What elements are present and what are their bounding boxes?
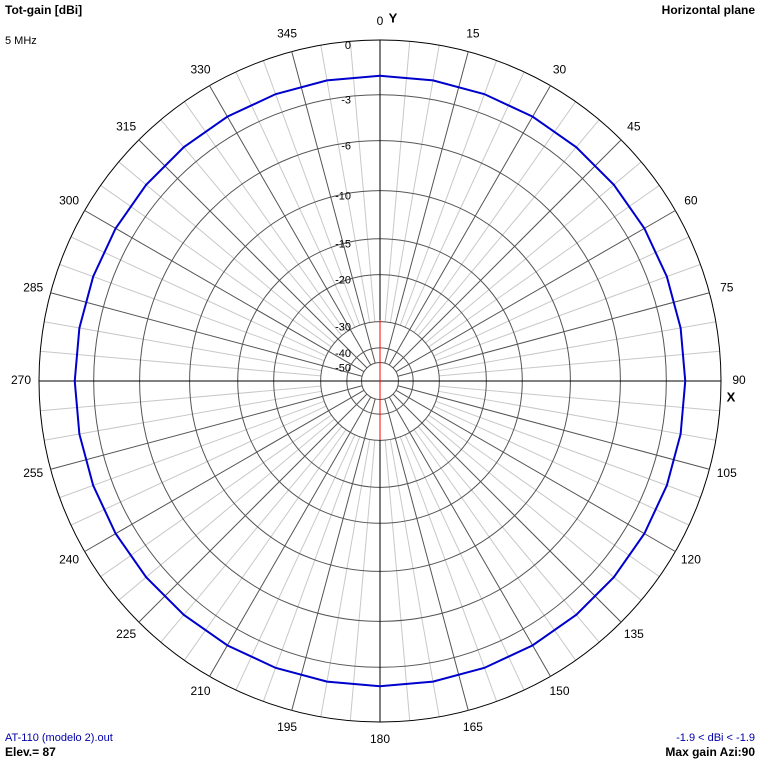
spoke	[291, 398, 376, 711]
spoke	[397, 385, 710, 470]
spoke	[384, 51, 469, 364]
elevation-label: Elev.= 87	[5, 745, 56, 759]
angle-tick-label: 75	[720, 280, 734, 294]
plane-label: Horizontal plane	[662, 3, 756, 17]
r-tick-label: -20	[335, 275, 351, 287]
angle-tick-label: 240	[59, 553, 79, 567]
spoke	[388, 396, 551, 677]
pattern-line	[73, 74, 687, 688]
angle-tick-label: 195	[277, 720, 297, 734]
spoke	[138, 139, 368, 369]
minor-spoke	[433, 236, 690, 357]
r-tick-label: 0	[345, 40, 351, 52]
spoke	[50, 292, 363, 377]
angle-tick-label: 180	[370, 732, 390, 746]
angle-tick-label: 285	[23, 280, 43, 294]
angle-tick-label: 15	[466, 26, 480, 40]
angle-tick-label: 105	[717, 466, 737, 480]
frequency-label: 5 MHz	[5, 35, 37, 47]
angle-tick-label: 150	[549, 684, 569, 698]
spoke	[138, 393, 368, 623]
minor-spoke	[435, 400, 701, 499]
minor-spoke	[417, 119, 600, 336]
spoke	[397, 292, 710, 377]
spoke	[209, 85, 372, 366]
angle-tick-label: 210	[190, 684, 210, 698]
minor-spoke	[160, 426, 343, 643]
r-tick-label: -15	[335, 239, 351, 251]
r-tick-label: -6	[341, 141, 351, 153]
spoke	[291, 51, 376, 364]
minor-spoke	[417, 426, 600, 643]
angle-tick-label: 255	[23, 466, 43, 480]
spoke	[388, 85, 551, 366]
y-axis-label: Y	[389, 10, 398, 25]
minor-spoke	[118, 418, 335, 601]
angle-tick-label: 0	[377, 14, 384, 28]
minor-spoke	[235, 434, 356, 691]
angle-tick-label: 120	[681, 553, 701, 567]
minor-spoke	[70, 405, 327, 526]
r-tick-label: -3	[341, 95, 351, 107]
minor-spoke	[59, 263, 325, 362]
r-tick-label: -30	[335, 322, 351, 334]
spoke	[384, 398, 469, 711]
minor-spoke	[404, 434, 525, 691]
spoke	[50, 385, 363, 470]
r-tick-label: -10	[335, 190, 351, 202]
angle-tick-label: 90	[732, 373, 746, 387]
file-label: AT-110 (modelo 2).out	[5, 732, 113, 744]
minor-spoke	[435, 263, 701, 362]
chart-title: Tot-gain [dBi]	[5, 3, 82, 17]
angle-tick-label: 270	[11, 373, 31, 387]
minor-spoke	[425, 418, 642, 601]
x-axis-label: X	[727, 389, 736, 404]
r-tick-label: -50	[335, 362, 351, 374]
minor-spoke	[70, 236, 327, 357]
minor-spoke	[262, 436, 361, 702]
minor-spoke	[59, 400, 325, 499]
angle-tick-label: 30	[553, 62, 567, 76]
range-label: -1.9 < dBi < -1.9	[676, 732, 755, 744]
minor-spoke	[399, 436, 498, 702]
angle-tick-label: 300	[59, 194, 79, 208]
minor-spoke	[433, 405, 690, 526]
minor-spoke	[425, 161, 642, 344]
angle-tick-label: 135	[624, 627, 644, 641]
max-gain-label: Max gain Azi:90	[665, 745, 755, 759]
angle-tick-label: 330	[190, 62, 210, 76]
minor-spoke	[404, 71, 525, 328]
spoke	[392, 393, 622, 623]
spoke	[84, 389, 365, 552]
angle-tick-label: 60	[684, 194, 698, 208]
angle-tick-label: 315	[116, 119, 136, 133]
angle-tick-label: 225	[116, 627, 136, 641]
spoke	[209, 396, 372, 677]
spoke	[395, 210, 676, 373]
minor-spoke	[118, 161, 335, 344]
angle-tick-label: 165	[463, 720, 483, 734]
spoke	[392, 139, 622, 369]
minor-spoke	[399, 60, 498, 326]
spoke	[395, 389, 676, 552]
angle-tick-label: 345	[277, 26, 297, 40]
spoke	[84, 210, 365, 373]
angle-tick-label: 45	[627, 119, 641, 133]
minor-spoke	[160, 119, 343, 336]
r-tick-label: -40	[335, 348, 351, 360]
